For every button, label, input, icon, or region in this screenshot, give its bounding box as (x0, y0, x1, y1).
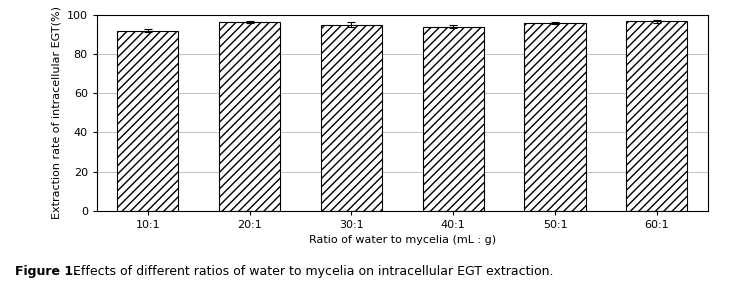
Y-axis label: Extraction rate of intracellular EGT(%): Extraction rate of intracellular EGT(%) (51, 6, 61, 219)
Bar (627, 21, 688, 211)
Bar (117, 31, 178, 211)
Text: Effects of different ratios of water to mycelia on intracellular EGT extraction.: Effects of different ratios of water to … (69, 265, 553, 278)
Bar (321, 25, 382, 211)
Text: Figure 1.: Figure 1. (15, 265, 77, 278)
Bar (524, 23, 586, 211)
X-axis label: Ratio of water to mycelia (mL : g): Ratio of water to mycelia (mL : g) (308, 235, 496, 245)
Bar (219, 22, 280, 211)
Bar (422, 27, 484, 211)
